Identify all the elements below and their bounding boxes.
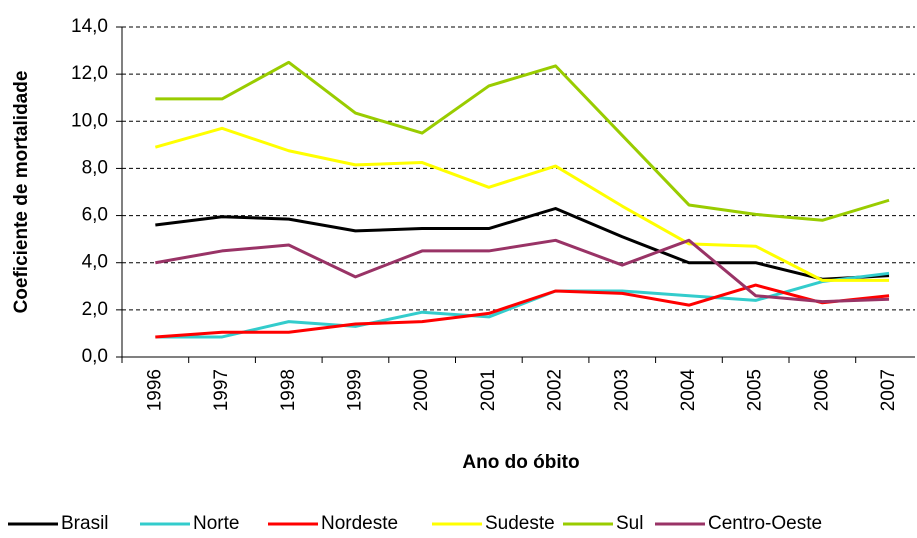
legend-label: Centro-Oeste [708, 513, 822, 534]
x-tick-label: 1997 [211, 369, 232, 411]
line-series [155, 283, 890, 339]
legend-label: Sudeste [485, 513, 555, 534]
legend-label: Sul [616, 513, 643, 534]
x-axis-title: Ano do óbito [462, 452, 579, 473]
x-tick-label: 2003 [611, 369, 632, 411]
x-tick-label: 2007 [878, 369, 899, 411]
line-series [155, 271, 890, 339]
x-tick-label: 1996 [144, 369, 165, 411]
line-series [155, 238, 890, 304]
y-tick-label: 6,0 [82, 205, 108, 226]
legend-label: Brasil [61, 513, 109, 534]
y-tick-label: 14,0 [71, 16, 108, 37]
x-tick-label: 2006 [811, 369, 832, 411]
y-tick-label: 12,0 [71, 63, 108, 84]
y-tick-label: 8,0 [82, 157, 108, 178]
x-tick-label: 2001 [478, 369, 499, 411]
y-tick-label: 10,0 [71, 110, 108, 131]
x-tick-label: 1999 [344, 369, 365, 411]
legend-label: Norte [193, 513, 239, 534]
x-tick-label: 2005 [745, 369, 766, 411]
x-tick-label: 2000 [411, 369, 432, 411]
x-tick-label: 2004 [678, 369, 699, 412]
y-tick-label: 4,0 [82, 252, 108, 273]
line-series [154, 126, 890, 282]
legend-label: Nordeste [321, 513, 398, 534]
x-tick-label: 2002 [545, 369, 566, 411]
line-series [155, 207, 890, 281]
y-tick-label: 2,0 [82, 299, 108, 320]
y-tick-label: 0,0 [82, 346, 108, 367]
x-tick-label: 1998 [278, 369, 299, 411]
line-series [155, 60, 890, 222]
y-axis-title: Coeficiente de mortalidade [11, 71, 32, 314]
